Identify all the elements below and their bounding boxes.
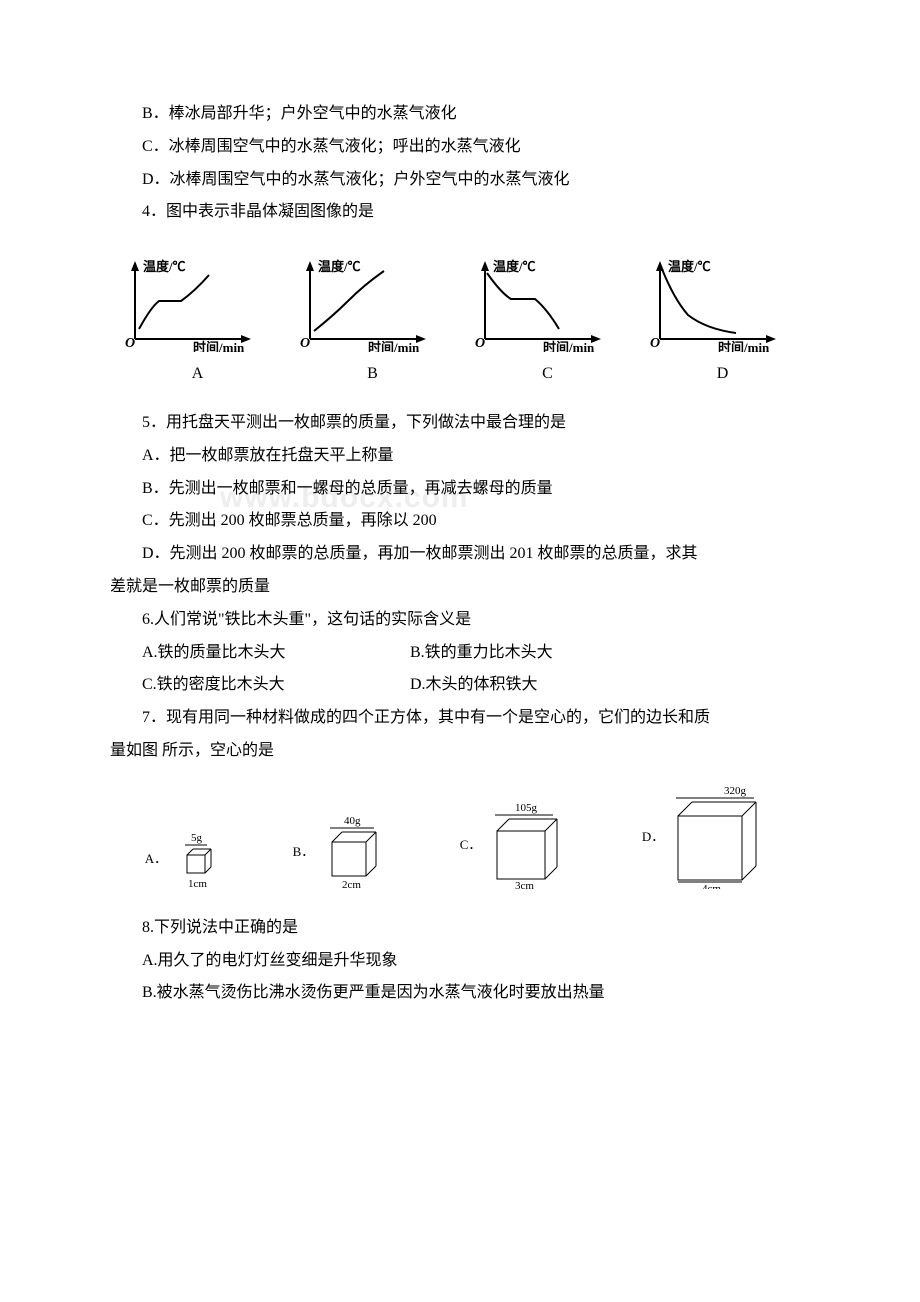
q6-stem: 6.人们常说"铁比木头重"，这句话的实际含义是	[110, 606, 810, 635]
q4-label-a: A	[192, 360, 204, 389]
svg-text:1cm: 1cm	[188, 878, 207, 889]
q7-cube-c: C． 105g 3cm	[460, 801, 573, 889]
q4-label-c: C	[542, 360, 553, 389]
q6-option-d: D.木头的体积铁大	[410, 671, 538, 700]
q8-option-a: A.用久了的电灯灯丝变细是升华现象	[110, 947, 810, 976]
q6-row2: C.铁的密度比木头大 D.木头的体积铁大	[110, 671, 810, 700]
q3-option-c: C．冰棒周围空气中的水蒸气液化；呼出的水蒸气液化	[110, 133, 810, 162]
svg-text:3cm: 3cm	[515, 880, 534, 889]
q6-option-a: A.铁的质量比木头大	[110, 639, 410, 668]
q6-option-c: C.铁的密度比木头大	[110, 671, 410, 700]
q4-label-b: B	[367, 360, 378, 389]
q8-option-b: B.被水蒸气烫伤比沸水烫伤更严重是因为水蒸气液化时要放出热量	[110, 979, 810, 1008]
svg-text:O: O	[300, 336, 310, 351]
svg-text:40g: 40g	[344, 815, 361, 827]
q8-stem: 8.下列说法中正确的是	[110, 914, 810, 943]
q7-stem-1: 7．现有用同一种材料做成的四个正方体，其中有一个是空心的，它们的边长和质	[110, 704, 810, 733]
q3-option-d: D．冰棒周围空气中的水蒸气液化；户外空气中的水蒸气液化	[110, 166, 810, 195]
cube-d-svg: 320g 4cm	[670, 784, 775, 889]
cube-c-svg: 105g 3cm	[487, 801, 572, 889]
q7-cube-d: D． 320g 4cm	[642, 784, 775, 889]
q4-label-d: D	[717, 360, 729, 389]
svg-text:O: O	[125, 336, 135, 351]
q7-stem-2: 量如图 所示，空心的是	[110, 737, 810, 766]
q5-stem: 5．用托盘天平测出一枚邮票的质量，下列做法中最合理的是	[110, 409, 810, 438]
curve-d	[662, 269, 736, 333]
q6-option-b: B.铁的重力比木头大	[410, 639, 553, 668]
q5-option-d-1: D．先测出 200 枚邮票的总质量，再加一枚邮票测出 201 枚邮票的总质量，求…	[110, 540, 810, 569]
q6-row1: A.铁的质量比木头大 B.铁的重力比木头大	[110, 639, 810, 668]
q5-option-c: C．先测出 200 枚邮票总质量，再除以 200	[110, 507, 810, 536]
q5-option-a: A．把一枚邮票放在托盘天平上称量	[110, 442, 810, 471]
svg-text:时间/min: 时间/min	[543, 340, 595, 352]
svg-text:时间/min: 时间/min	[368, 340, 420, 352]
svg-text:2cm: 2cm	[342, 879, 361, 889]
q4-chart-c: 温度/℃ 时间/min O C	[473, 257, 623, 389]
curve-a	[139, 275, 209, 329]
svg-text:O: O	[475, 336, 485, 351]
q3-option-b: B．棒冰局部升华；户外空气中的水蒸气液化	[110, 100, 810, 129]
q7-cube-row: A． 5g 1cm B． 40g	[110, 784, 810, 889]
q7-cube-a: A． 5g 1cm	[145, 829, 223, 889]
svg-text:4cm: 4cm	[702, 883, 721, 889]
axis-x-label: 时间/min	[193, 340, 245, 352]
q4-chart-a: 温度/℃ 时间/min O A	[123, 257, 273, 389]
q7-cube-b: B． 40g 2cm	[293, 814, 391, 889]
q4-chart-d-svg: 温度/℃ 时间/min O	[648, 257, 798, 352]
q4-chart-a-svg: 温度/℃ 时间/min O	[123, 257, 273, 352]
svg-text:O: O	[650, 336, 660, 351]
svg-text:105g: 105g	[515, 802, 538, 814]
q4-stem: 4．图中表示非晶体凝固图像的是	[110, 198, 810, 227]
cube-b-svg: 40g 2cm	[320, 814, 390, 889]
svg-text:5g: 5g	[191, 832, 203, 844]
svg-text:时间/min: 时间/min	[718, 340, 770, 352]
q4-chart-b: 温度/℃ 时间/min O B	[298, 257, 448, 389]
cube-a-svg: 5g 1cm	[173, 829, 223, 889]
q4-chart-b-svg: 温度/℃ 时间/min O	[298, 257, 448, 352]
curve-b	[314, 271, 384, 331]
curve-c	[487, 273, 559, 329]
q4-chart-c-svg: 温度/℃ 时间/min O	[473, 257, 623, 352]
q4-chart-d: 温度/℃ 时间/min O D	[648, 257, 798, 389]
q4-figure-row: 温度/℃ 时间/min O A 温度/℃ 时间/min O B 温度/℃ 时间/…	[110, 257, 810, 389]
axis-y-label: 温度/℃	[143, 259, 186, 274]
svg-text:温度/℃: 温度/℃	[318, 259, 361, 274]
svg-text:温度/℃: 温度/℃	[493, 259, 536, 274]
svg-text:温度/℃: 温度/℃	[668, 259, 711, 274]
svg-text:320g: 320g	[724, 785, 747, 797]
q5-option-b: B．先测出一枚邮票和一螺母的总质量，再减去螺母的质量	[110, 475, 810, 504]
q5-option-d-2: 差就是一枚邮票的质量	[110, 573, 810, 602]
